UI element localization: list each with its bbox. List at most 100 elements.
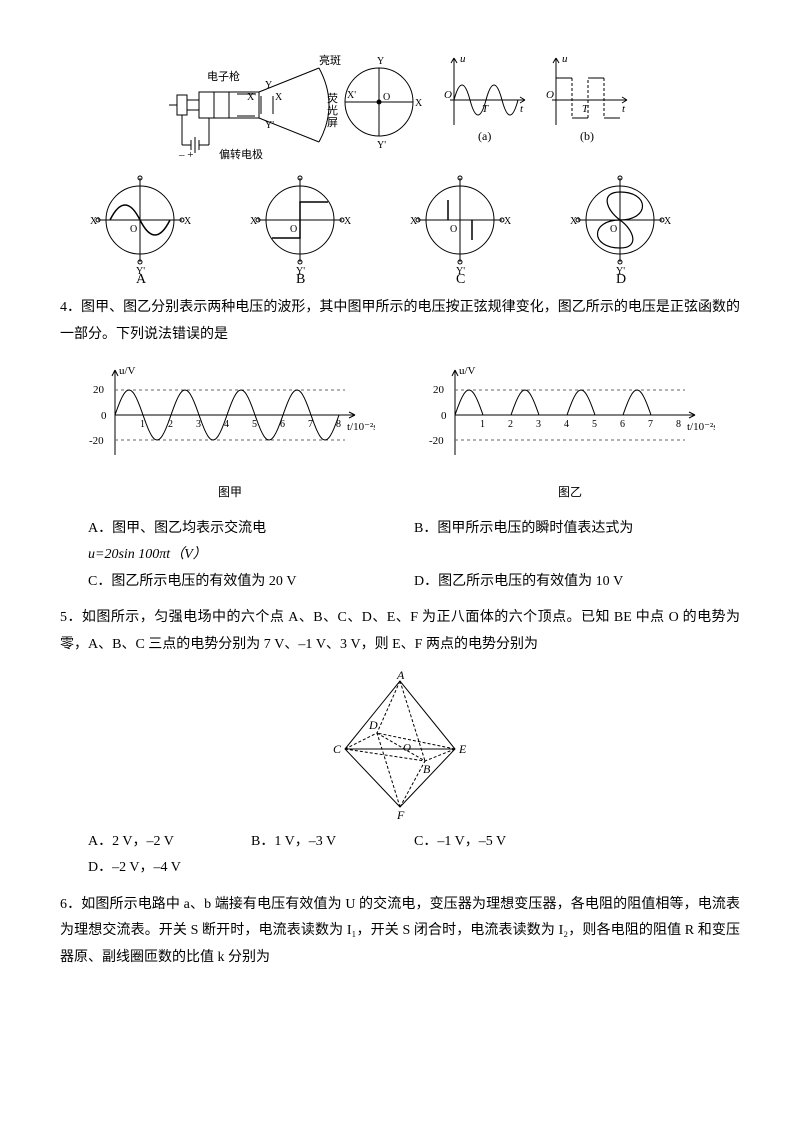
label-Xp-inner: X' [247, 92, 256, 103]
q4-ylabel: u/V [119, 365, 136, 377]
svg-text:3: 3 [536, 419, 541, 430]
svg-text:Y': Y' [377, 140, 386, 151]
svg-text:5: 5 [252, 419, 257, 430]
q4-xticks-a: 1 2 3 4 5 6 7 8 [140, 419, 341, 430]
q5-opt-A: A．2 V，–2 V [88, 829, 251, 856]
q5-opt-D: D．–2 V，–4 V [88, 855, 251, 882]
label-X: X [275, 92, 283, 103]
q4-xlabel-b: t/10⁻²s [687, 421, 715, 433]
crt-tube-diagram: 电子枪 偏转电极 亮斑 荧 光 屏 Y Y' X X' Y Y' X X' O … [169, 50, 429, 165]
svg-text:Y: Y [137, 175, 144, 177]
svg-text:B: B [423, 762, 431, 776]
svg-text:O: O [383, 92, 390, 103]
q5-options: A．2 V，–2 V B．1 V，–3 V C．–1 V，–5 V D．–2 V… [88, 829, 740, 882]
svg-text:X': X' [410, 216, 419, 227]
svg-text:Y: Y [297, 175, 304, 177]
q6-text: 6．如图所示电路中 a、b 端接有电压有效值为 U 的交流电，变压器为理想变压器… [60, 892, 740, 972]
q4-cap-a: 图甲 [85, 481, 375, 504]
q4-graph-jia: 20 0 -20 u/V t/10⁻²s 1234 5678 [85, 360, 375, 470]
q6-num: 6． [60, 897, 81, 912]
q4-xticks-b: 1 2 3 4 5 6 7 8 [480, 419, 681, 430]
svg-text:X: X [184, 216, 192, 227]
choice-A-label: A [136, 272, 147, 285]
svg-text:X': X' [570, 216, 579, 227]
svg-text:-20: -20 [429, 435, 444, 447]
svg-text:u: u [562, 53, 568, 65]
choice-D-scope: X'X YY' O [570, 175, 672, 277]
q4-cap-b: 图乙 [425, 481, 715, 504]
q4-opt-D: D．图乙所示电压的有效值为 10 V [414, 569, 740, 596]
q4-text: 4．图甲、图乙分别表示两种电压的波形，其中图甲所示的电压按正弦规律变化，图乙所示… [60, 295, 740, 348]
svg-text:X: X [504, 216, 512, 227]
svg-text:X': X' [250, 216, 259, 227]
label-gun: 电子枪 [207, 69, 240, 83]
q4-opt-B: B．图甲所示电压的瞬时值表达式为 [414, 516, 740, 543]
svg-text:8: 8 [336, 419, 341, 430]
choice-D-label: D [616, 272, 626, 285]
svg-text:3: 3 [196, 419, 201, 430]
svg-text:t: t [622, 103, 626, 115]
svg-text:– +: – + [178, 149, 193, 161]
label-a: (a) [478, 129, 491, 143]
svg-text:8: 8 [676, 419, 681, 430]
svg-text:7: 7 [308, 419, 313, 430]
svg-text:O: O [403, 742, 411, 754]
choice-C-label: C [456, 272, 465, 285]
crt-figure-row: 电子枪 偏转电极 亮斑 荧 光 屏 Y Y' X X' Y Y' X X' O … [60, 50, 740, 165]
svg-text:2: 2 [168, 419, 173, 430]
waveform-b: u O T t (b) [542, 50, 632, 145]
svg-text:O: O [444, 89, 452, 101]
svg-text:F: F [396, 808, 405, 819]
choice-A-scope: X'X YY' O [90, 175, 192, 277]
svg-text:4: 4 [224, 419, 229, 430]
choice-B-scope: X'X YY' O [250, 175, 352, 277]
svg-text:屏: 屏 [327, 116, 338, 129]
q5-opt-C: C．–1 V，–5 V [414, 829, 577, 856]
svg-text:X': X' [347, 90, 356, 101]
svg-text:-20: -20 [89, 435, 104, 447]
svg-text:20: 20 [93, 384, 105, 396]
choice-B-label: B [296, 272, 305, 285]
q4-opt-A: A．图甲、图乙均表示交流电 [88, 516, 414, 543]
label-b: (b) [580, 129, 594, 143]
svg-text:Y: Y [457, 175, 464, 177]
svg-text:2: 2 [508, 419, 513, 430]
q5-figure: A F C E D B O [60, 669, 740, 819]
svg-text:6: 6 [620, 419, 625, 430]
q4-num: 4． [60, 300, 81, 315]
svg-text:O: O [450, 224, 457, 235]
svg-text:u/V: u/V [459, 365, 476, 377]
svg-text:7: 7 [648, 419, 653, 430]
q4-opt-B2: u=20sin 100πt（V） [88, 542, 740, 569]
svg-text:X: X [664, 216, 672, 227]
svg-text:X': X' [90, 216, 99, 227]
svg-text:光: 光 [327, 103, 338, 117]
svg-text:5: 5 [592, 419, 597, 430]
svg-text:4: 4 [564, 419, 569, 430]
q4-options: A．图甲、图乙均表示交流电 B．图甲所示电压的瞬时值表达式为 u=20sin 1… [88, 516, 740, 596]
q4-opt-C: C．图乙所示电压的有效值为 20 V [88, 569, 414, 596]
svg-text:Y: Y [377, 56, 384, 67]
svg-text:0: 0 [441, 410, 447, 422]
label-Yp: Y' [265, 120, 274, 131]
q4-xlabel-a: t/10⁻²s [347, 421, 375, 433]
svg-text:O: O [610, 224, 617, 235]
svg-text:X: X [415, 98, 423, 109]
svg-text:O: O [290, 224, 297, 235]
svg-text:C: C [333, 742, 342, 756]
svg-text:O: O [130, 224, 137, 235]
svg-text:O: O [546, 89, 554, 101]
q5-text: 5．如图所示，匀强电场中的六个点 A、B、C、D、E、F 为正八面体的六个顶点。… [60, 605, 740, 658]
svg-text:E: E [458, 742, 467, 756]
label-screen: 荧 [327, 91, 338, 105]
svg-text:1: 1 [480, 419, 485, 430]
q4-graph-yi: 20 0 -20 u/V t/10⁻²s 1234 5678 [425, 360, 715, 470]
svg-text:A: A [396, 669, 405, 682]
svg-text:T: T [582, 103, 589, 115]
label-Y: Y [265, 80, 272, 91]
svg-text:1: 1 [140, 419, 145, 430]
svg-text:T: T [482, 103, 489, 115]
svg-text:Y: Y [617, 175, 624, 177]
svg-text:t: t [520, 103, 524, 115]
svg-text:6: 6 [280, 419, 285, 430]
